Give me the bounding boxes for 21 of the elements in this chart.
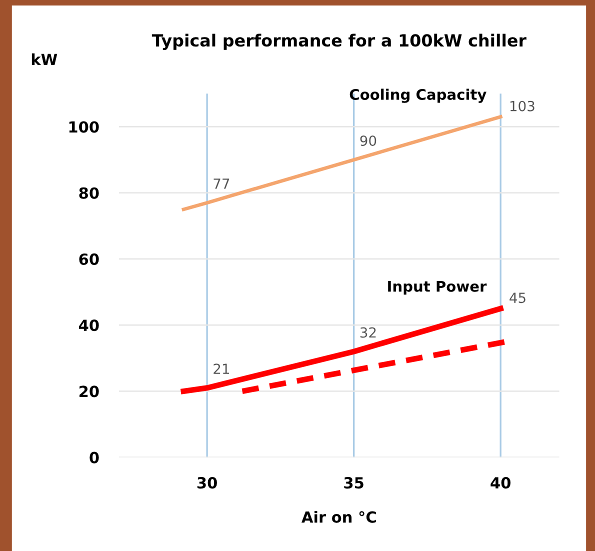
- data-label: 77: [214, 178, 230, 189]
- y-tick-label: 40: [78, 320, 99, 332]
- y-tick-label: 0: [90, 452, 99, 464]
- data-label: 103: [510, 100, 534, 112]
- x-tick-label: 35: [344, 477, 364, 489]
- data-label: 32: [360, 327, 376, 338]
- y-tick-label: 20: [80, 386, 99, 398]
- y-tick-label: 80: [79, 187, 99, 199]
- x-axis-title: Air on °C: [301, 511, 376, 523]
- x-tick-label: 40: [490, 477, 510, 489]
- series-label: Cooling Capacity: [350, 88, 486, 103]
- x-tick-label: 30: [197, 477, 217, 489]
- data-label: 90: [360, 135, 376, 146]
- chart-title: Typical performance for a 100kW chiller: [152, 34, 526, 50]
- series-label: Input Power: [388, 281, 487, 295]
- data-label: 21: [214, 364, 230, 374]
- y-axis-title: kW: [32, 53, 58, 66]
- y-tick-label: 60: [79, 253, 99, 265]
- line-series: [182, 115, 502, 212]
- data-label: 45: [510, 292, 526, 304]
- y-tick-label: 100: [69, 121, 99, 133]
